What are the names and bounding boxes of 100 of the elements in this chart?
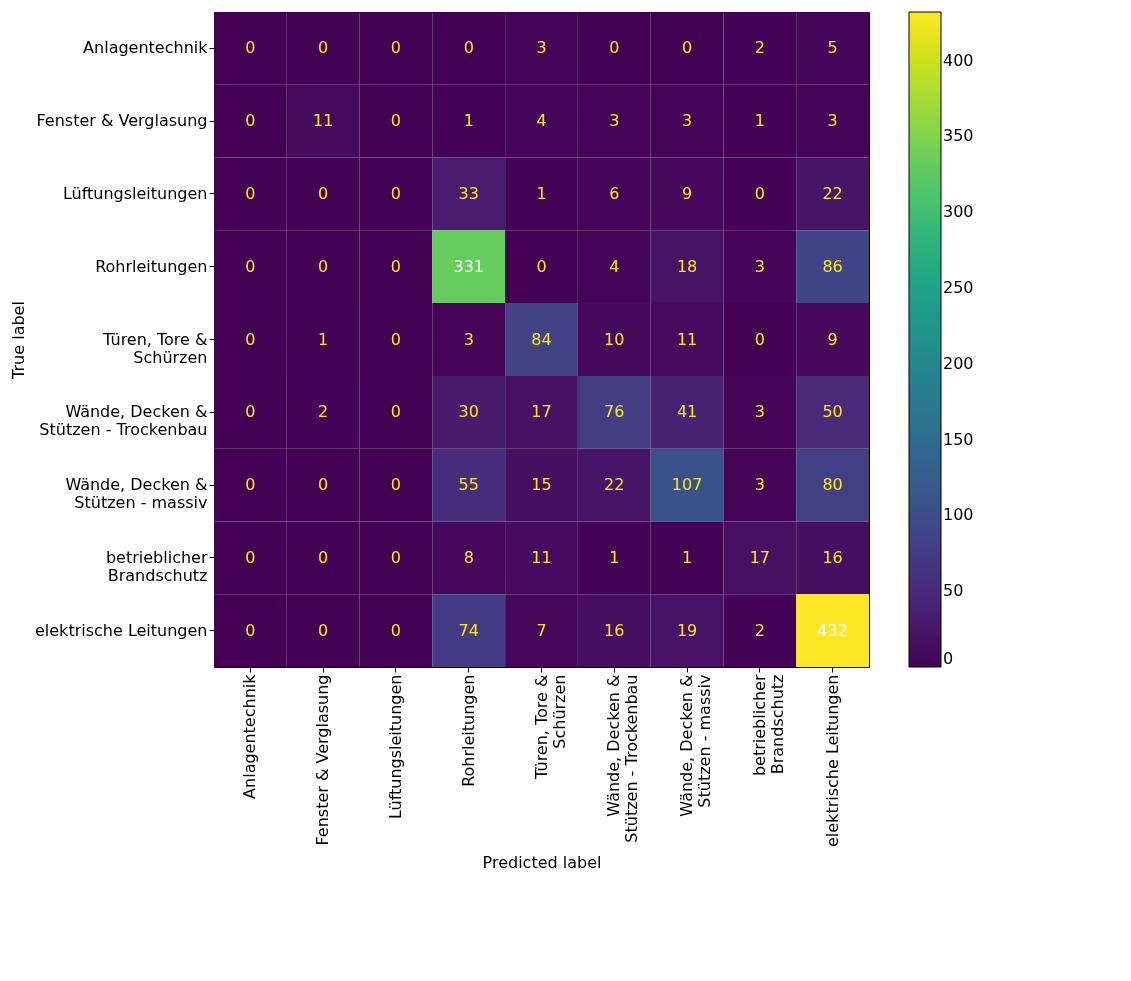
data-label: 0 [318, 183, 329, 203]
color-bar-label: 300 [943, 202, 974, 222]
data-label: 0 [245, 620, 256, 640]
data-label: 0 [318, 620, 329, 640]
data-label: 6 [609, 183, 620, 203]
data-label: 0 [245, 256, 256, 276]
data-label: 84 [531, 329, 552, 349]
data-label: 41 [676, 402, 698, 422]
data-label: 0 [245, 183, 256, 203]
color-bar-label: 400 [943, 50, 974, 70]
data-label: 22 [604, 475, 625, 495]
data-label: 17 [749, 547, 771, 567]
data-label: 0 [390, 329, 402, 349]
color-bar-label: 100 [943, 505, 974, 525]
color-bar-label: 150 [943, 429, 974, 449]
data-label: 1 [754, 111, 765, 131]
data-label: 18 [676, 256, 698, 276]
x-tick-label: Rohrleitungen [458, 674, 478, 787]
data-label: 2 [318, 402, 329, 422]
data-label: 1 [536, 183, 547, 203]
data-label: 3 [536, 38, 547, 58]
data-label: 0 [245, 111, 256, 131]
data-label: 22 [822, 183, 843, 203]
data-label: 0 [609, 38, 620, 58]
data-label: 16 [604, 620, 625, 640]
data-label: 4 [536, 111, 547, 131]
color-bar-label: 200 [943, 353, 974, 373]
data-label: 50 [822, 402, 843, 422]
data-label: 3 [463, 329, 474, 349]
y-tick-label: Anlagentechnik [83, 38, 209, 58]
data-label: 17 [531, 402, 552, 422]
data-label: 10 [604, 329, 625, 349]
data-label: 107 [671, 475, 703, 495]
data-label: 3 [754, 256, 765, 276]
data-label: 0 [245, 547, 256, 567]
y-tick-label: Wände, Decken & Stützen - massiv [65, 475, 208, 513]
data-label: 0 [390, 402, 402, 422]
data-label: 3 [827, 111, 838, 131]
data-label: 86 [822, 256, 843, 276]
data-label: 0 [245, 329, 256, 349]
data-label: 0 [390, 547, 402, 567]
data-label: 3 [681, 111, 693, 131]
data-label: 55 [458, 475, 479, 495]
data-label: 9 [681, 183, 693, 203]
data-label: 0 [390, 620, 402, 640]
data-label: 0 [318, 475, 329, 495]
data-label: 2 [754, 38, 765, 58]
data-label: 0 [463, 38, 474, 58]
data-label: 1 [609, 547, 620, 567]
data-label: 30 [458, 402, 479, 422]
data-label: 432 [817, 620, 848, 640]
data-label: 11 [312, 111, 334, 131]
data-label: 74 [458, 620, 479, 640]
data-label: 0 [536, 256, 547, 276]
data-label: 33 [458, 183, 479, 203]
y-axis-title: True label [8, 301, 28, 380]
y-tick-label: Türen, Tore & Schürzen [101, 329, 208, 367]
data-label: 0 [390, 111, 402, 131]
x-tick-label: Lüftungsleitungen [385, 674, 405, 820]
y-tick-label: elektrische Leitungen [34, 620, 208, 640]
data-label: 2 [754, 620, 765, 640]
data-label: 0 [245, 38, 256, 58]
data-label: 3 [754, 402, 765, 422]
data-label: 4 [609, 256, 620, 276]
y-tick-label: Fenster & Verglasung [36, 111, 208, 131]
data-label: 0 [754, 329, 765, 349]
data-label: 0 [681, 38, 693, 58]
data-label: 7 [536, 620, 547, 640]
y-tick-label: Lüftungsleitungen [62, 183, 208, 203]
data-label: 3 [754, 475, 765, 495]
x-axis-title: Predicted label [482, 853, 602, 873]
x-tick-label: Wände, Decken & Stützen - Trockenbau [604, 674, 642, 843]
color-bar-label: 50 [943, 581, 964, 601]
data-label: 0 [754, 183, 765, 203]
data-label: 0 [390, 256, 402, 276]
x-tick-label: betrieblicher Brandschutz [749, 674, 787, 777]
data-label: 3 [609, 111, 620, 131]
data-label: 0 [318, 547, 329, 567]
x-tick-label: Fenster & Verglasung [313, 674, 333, 846]
data-label: 0 [318, 38, 329, 58]
data-label: 1 [318, 329, 329, 349]
data-label: 19 [676, 620, 698, 640]
data-label: 80 [822, 475, 843, 495]
y-tick-label: Wände, Decken & Stützen - Trockenbau [39, 402, 208, 440]
x-tick-label: Türen, Tore & Schürzen [531, 674, 569, 781]
data-label: 9 [827, 329, 838, 349]
data-label: 11 [676, 329, 698, 349]
y-tick-label: betrieblicher Brandschutz [105, 547, 208, 585]
data-label: 76 [604, 402, 625, 422]
data-label: 0 [390, 475, 402, 495]
data-label: 5 [827, 38, 838, 58]
data-label: 0 [318, 256, 329, 276]
data-label: 11 [531, 547, 552, 567]
x-tick-label: Wände, Decken & Stützen - massiv [677, 674, 715, 817]
data-label: 15 [531, 475, 552, 495]
data-label: 331 [453, 256, 484, 276]
y-tick-label: Rohrleitungen [95, 256, 208, 276]
data-label: 0 [245, 475, 256, 495]
color-bar-label: 250 [943, 277, 974, 297]
data-label: 0 [390, 38, 402, 58]
